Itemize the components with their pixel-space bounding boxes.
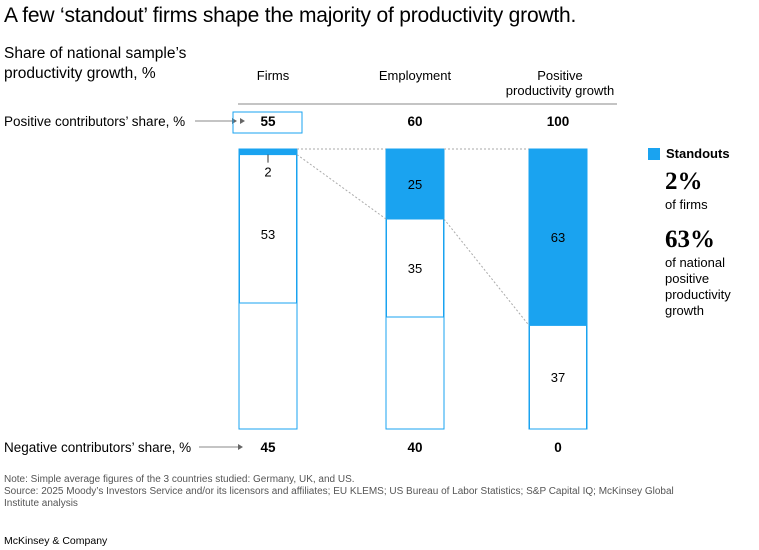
footnote: Note: Simple average figures of the 3 co… bbox=[4, 474, 704, 510]
standout-value-label: 2 bbox=[264, 165, 271, 180]
negative-share-firms: 45 bbox=[260, 440, 276, 455]
other-value-label: 35 bbox=[408, 261, 422, 276]
negative-share-unit: % bbox=[179, 440, 192, 455]
column-header-label: Employment bbox=[378, 68, 452, 83]
column-header-positive-growth: Positive productivity growth bbox=[490, 68, 630, 98]
callout-firms-text: of firms bbox=[665, 197, 708, 212]
bar-other bbox=[529, 324, 587, 430]
positive-arrow bbox=[195, 118, 237, 124]
column-header-label: Positive bbox=[537, 68, 583, 83]
source-text: Source: 2025 Moody’s Investors Service a… bbox=[4, 486, 674, 509]
note-text: Note: Simple average figures of the 3 co… bbox=[4, 474, 355, 485]
brand-logo-text: McKinsey & Company bbox=[4, 535, 108, 547]
positive-share-productivity: 100 bbox=[546, 114, 570, 129]
negative-share-employment: 40 bbox=[407, 440, 423, 455]
bar-standout bbox=[529, 149, 587, 326]
firms-highlight-box bbox=[232, 111, 303, 134]
callout-firms-value: 2% bbox=[665, 168, 703, 195]
other-value-label: 53 bbox=[261, 227, 275, 242]
split-connector bbox=[443, 218, 530, 326]
subtitle-unit: % bbox=[141, 65, 156, 82]
positive-share-employment: 60 bbox=[407, 114, 423, 129]
bar-standout bbox=[239, 149, 297, 155]
chart-subtitle: Share of national sample’s productivity … bbox=[4, 44, 244, 84]
positive-share-firms: 55 bbox=[260, 114, 276, 129]
legend-label: Standouts bbox=[666, 146, 730, 161]
negative-share-label: Negative contributors’ share, % bbox=[4, 440, 191, 455]
callout-line: growth bbox=[665, 303, 705, 318]
subtitle-text: Share of national sample’s productivity … bbox=[4, 45, 187, 82]
bar-standout bbox=[386, 149, 444, 219]
bars-layer: 2 53 25 35 63 37 bbox=[238, 148, 588, 430]
chart-title: A few ‘standout’ firms shape the majorit… bbox=[4, 4, 577, 27]
negative-share-text: Negative contributors’ share, bbox=[4, 440, 176, 455]
split-connector bbox=[296, 154, 387, 220]
callout-growth-value: 63% bbox=[665, 226, 715, 253]
column-header-label: Firms bbox=[256, 68, 290, 83]
standout-value-label: 63 bbox=[551, 230, 565, 245]
other-value-label: 37 bbox=[551, 370, 565, 385]
legend-swatch bbox=[648, 148, 660, 160]
column-header-employment: Employment bbox=[360, 68, 470, 83]
callout-line: productivity bbox=[665, 287, 731, 302]
negative-arrow bbox=[199, 444, 243, 450]
positive-share-text: Positive contributors’ share, bbox=[4, 114, 170, 129]
positive-share-unit: % bbox=[173, 114, 186, 129]
bar-other bbox=[386, 218, 444, 318]
column-header-firms: Firms bbox=[228, 68, 318, 83]
negative-share-productivity: 0 bbox=[554, 440, 562, 455]
callout-line: of national bbox=[665, 255, 725, 270]
callout-growth-text: of national positive productivity growth bbox=[665, 255, 731, 319]
callout-line: positive bbox=[665, 271, 710, 286]
standout-value-label: 25 bbox=[408, 177, 422, 192]
positive-share-label: Positive contributors’ share, % bbox=[4, 114, 185, 129]
column-header-label-line2: productivity growth bbox=[505, 83, 615, 98]
